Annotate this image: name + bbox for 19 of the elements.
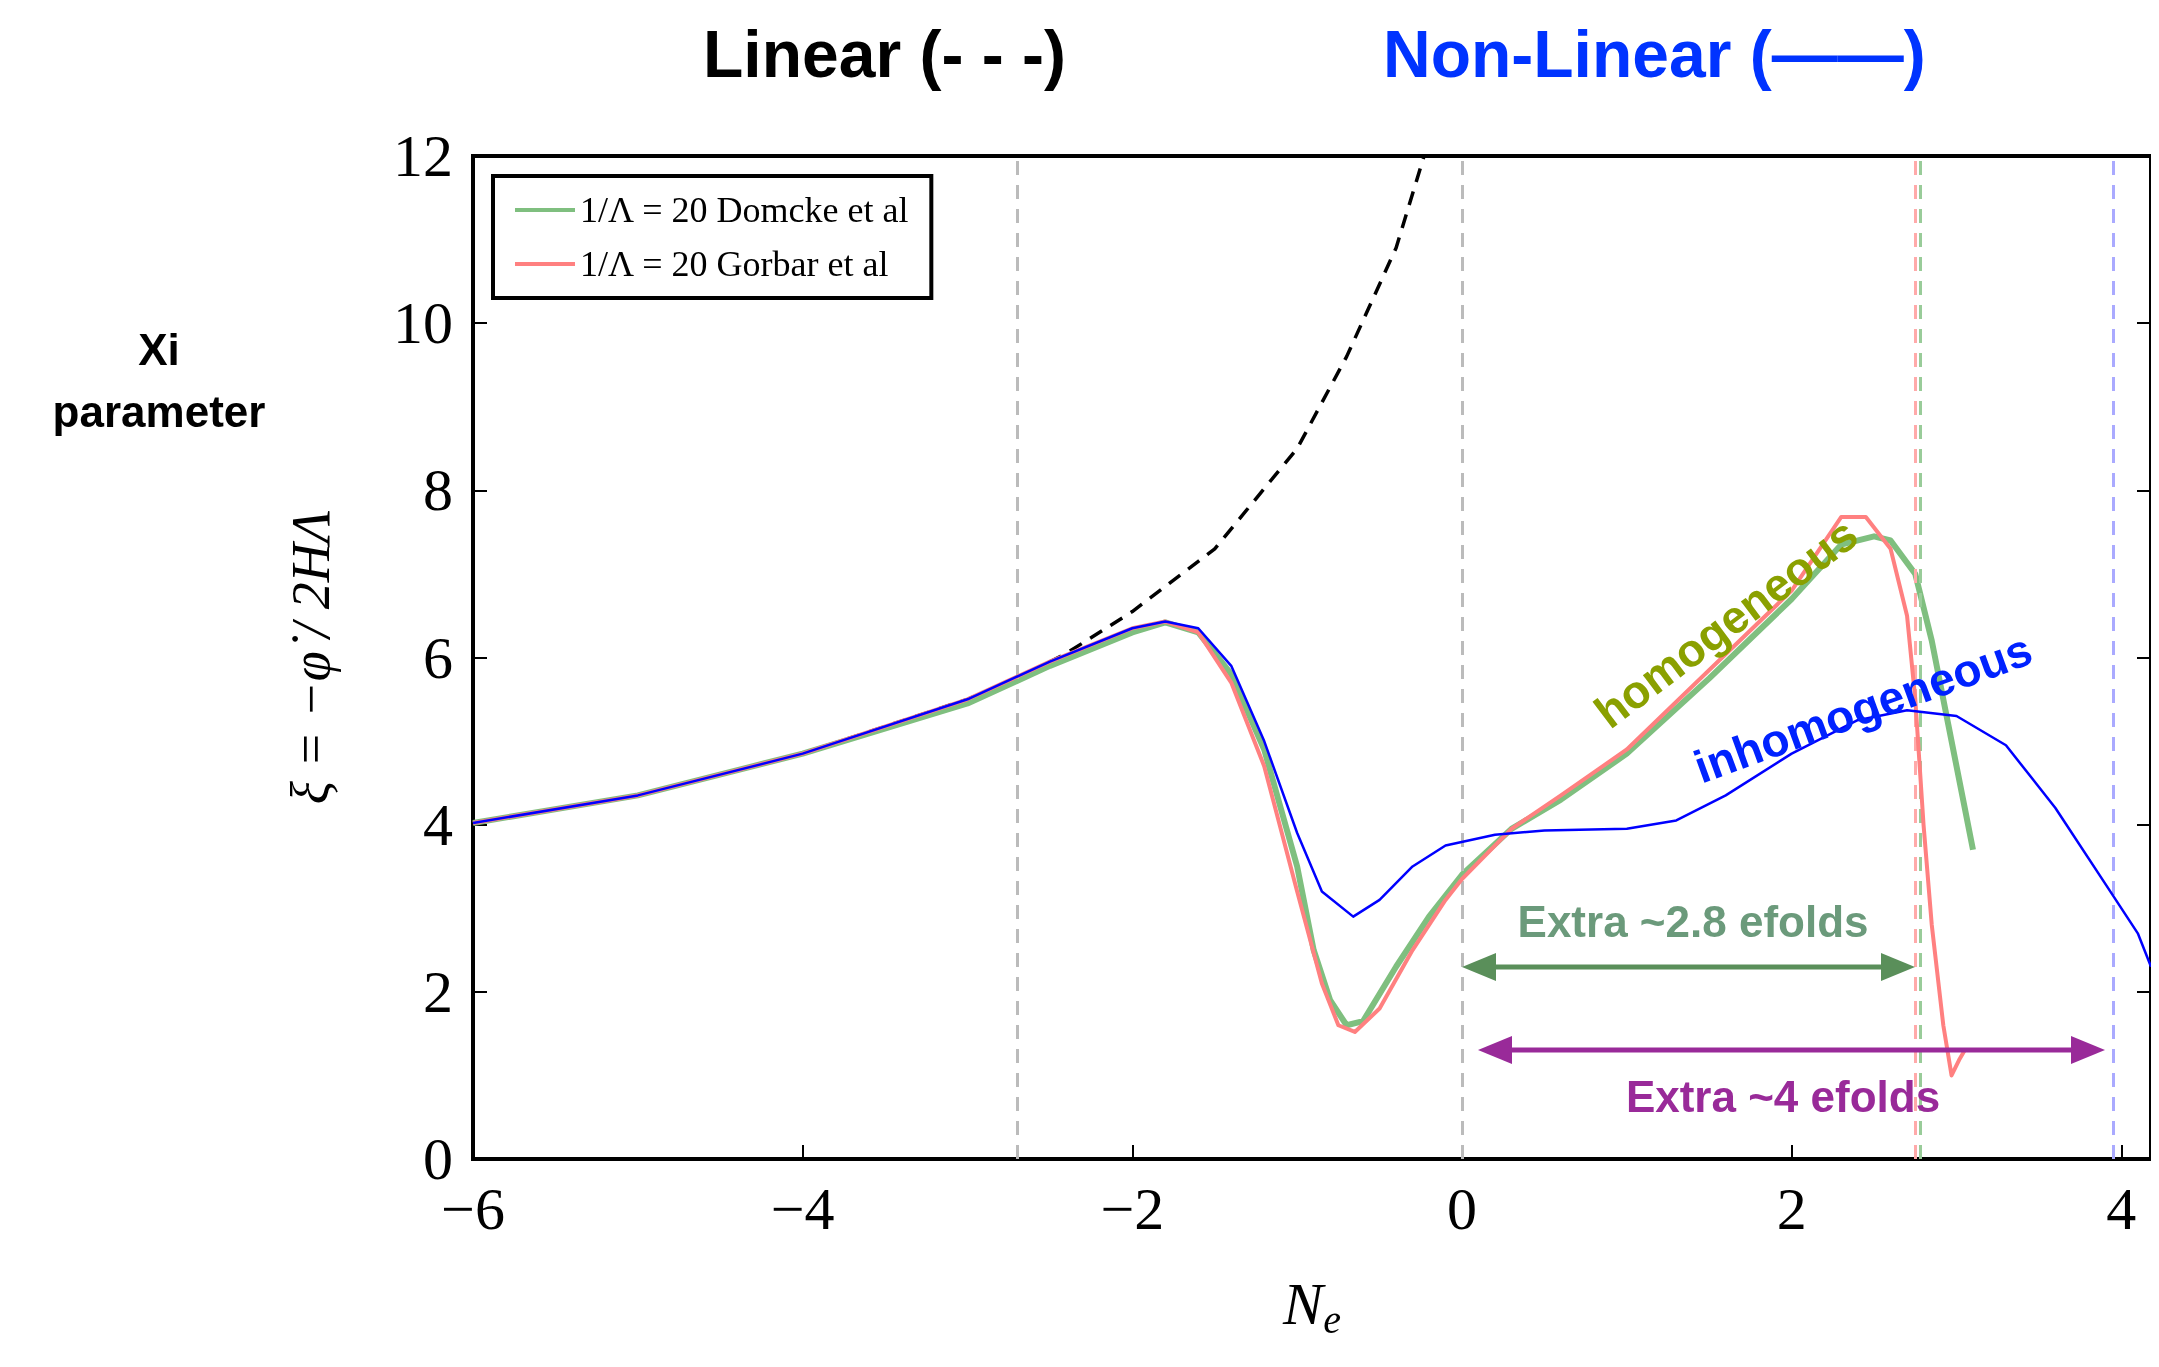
chart-subtitle: Non-Linear (——) [1383, 17, 1926, 91]
y-tick-label: 4 [423, 791, 453, 858]
annotation: Extra ~2.8 efolds [1517, 896, 1869, 946]
y-tick-label: 8 [423, 457, 453, 524]
y-tick-label: 2 [423, 958, 453, 1025]
y-tick-label: 12 [393, 123, 453, 189]
x-tick-label: 2 [1776, 1176, 1807, 1242]
y-tick-label: 6 [423, 624, 453, 691]
x-tick-label: 4 [2106, 1176, 2137, 1242]
y-tick-label: 10 [393, 290, 453, 357]
annotation: Extra ~4 efolds [1625, 1071, 1941, 1121]
x-tick-label: −2 [1100, 1176, 1165, 1242]
y-axis-title: ξ = −φ̇ / 2HΛ [281, 510, 341, 805]
x-tick-label: 0 [1447, 1176, 1477, 1242]
text: Xi parameter [52, 324, 266, 436]
legend-label: 1/Λ = 20 Domcke et al [580, 190, 909, 230]
x-tick-label: −4 [770, 1176, 835, 1242]
chart-title: Linear (- - -) [703, 17, 1066, 91]
legend-label: 1/Λ = 20 Gorbar et al [580, 244, 889, 284]
